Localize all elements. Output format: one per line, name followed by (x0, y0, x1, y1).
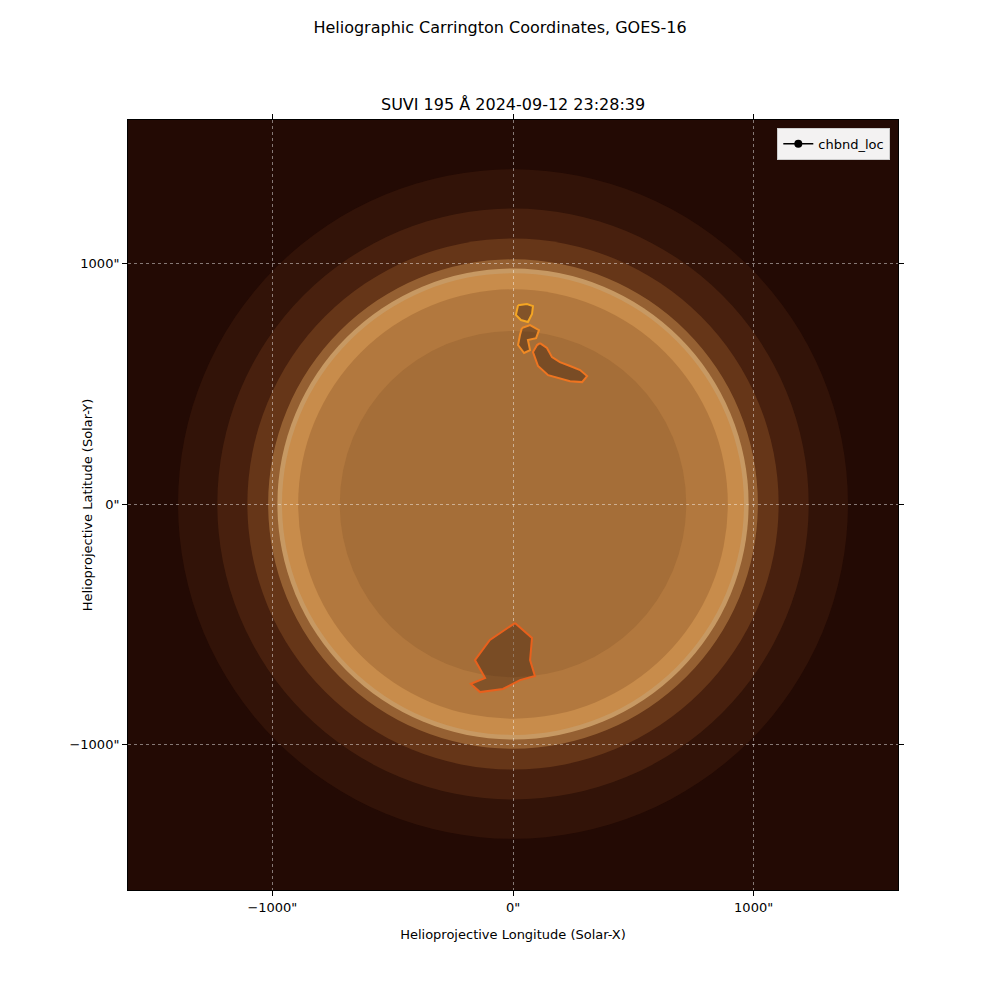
svg-text:chbnd_loc: chbnd_loc (818, 137, 883, 152)
svg-text:1000": 1000" (80, 256, 119, 271)
svg-text:0": 0" (105, 497, 119, 512)
svg-text:0": 0" (506, 900, 520, 915)
svg-text:−1000": −1000" (69, 737, 119, 752)
svg-text:SUVI 195 Å 2024-09-12 23:28:39: SUVI 195 Å 2024-09-12 23:28:39 (381, 95, 645, 114)
svg-text:Helioprojective Latitude (Sola: Helioprojective Latitude (Solar-Y) (80, 399, 95, 612)
svg-text:−1000": −1000" (247, 900, 297, 915)
svg-text:Heliographic Carrington Coordi: Heliographic Carrington Coordinates, GOE… (313, 18, 686, 37)
svg-text:Helioprojective Longitude (Sol: Helioprojective Longitude (Solar-X) (400, 927, 626, 942)
svg-text:1000": 1000" (734, 900, 773, 915)
